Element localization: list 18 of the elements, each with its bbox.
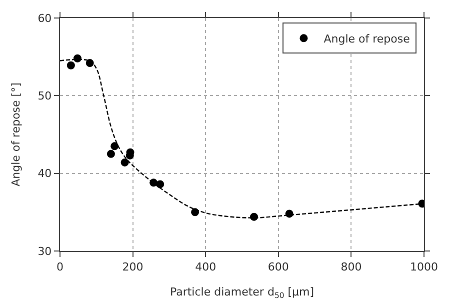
- x-tick-label: 800: [340, 260, 362, 274]
- y-axis-title: Angle of repose [°]: [9, 82, 22, 186]
- x-tick-label: 1000: [410, 260, 438, 274]
- x-tick-label: 600: [268, 260, 289, 274]
- x-tick-label: 200: [122, 260, 144, 274]
- point: [106, 150, 115, 158]
- x-tick-label: 0: [56, 260, 64, 274]
- y-tick-label: 40: [38, 167, 52, 180]
- x-axis-title: Particle diameter d$_{50}$ [µm]: [170, 286, 314, 300]
- point: [156, 180, 164, 188]
- y-tick-label: 60: [38, 12, 52, 25]
- y-tick-label: 50: [38, 90, 52, 103]
- point: [120, 158, 129, 166]
- x-tick-label: 400: [195, 260, 216, 274]
- legend-label: Angle of repose: [324, 32, 410, 46]
- point: [110, 142, 119, 150]
- point: [66, 61, 75, 70]
- y-tick-label: 30: [38, 244, 52, 258]
